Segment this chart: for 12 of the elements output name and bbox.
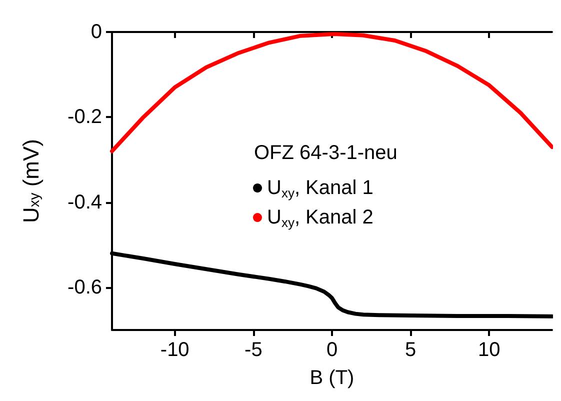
y-tick-label: 0 [90,21,102,43]
y-tick-label: -0.2 [68,106,102,128]
x-tick-label: -10 [160,339,190,361]
x-tick-label: 0 [326,339,338,361]
x-tick-label: -5 [244,339,262,361]
x-axis-title: B (T) [310,367,354,389]
x-tick-label: 10 [478,339,500,361]
y-tick-label: -0.4 [68,191,102,214]
x-tick-label: 5 [405,339,416,361]
y-tick-label: -0.6 [68,276,102,298]
legend-title: OFZ 64-3-1-neu [254,142,398,164]
y-axis-title: Uxy (mV) [18,139,44,223]
